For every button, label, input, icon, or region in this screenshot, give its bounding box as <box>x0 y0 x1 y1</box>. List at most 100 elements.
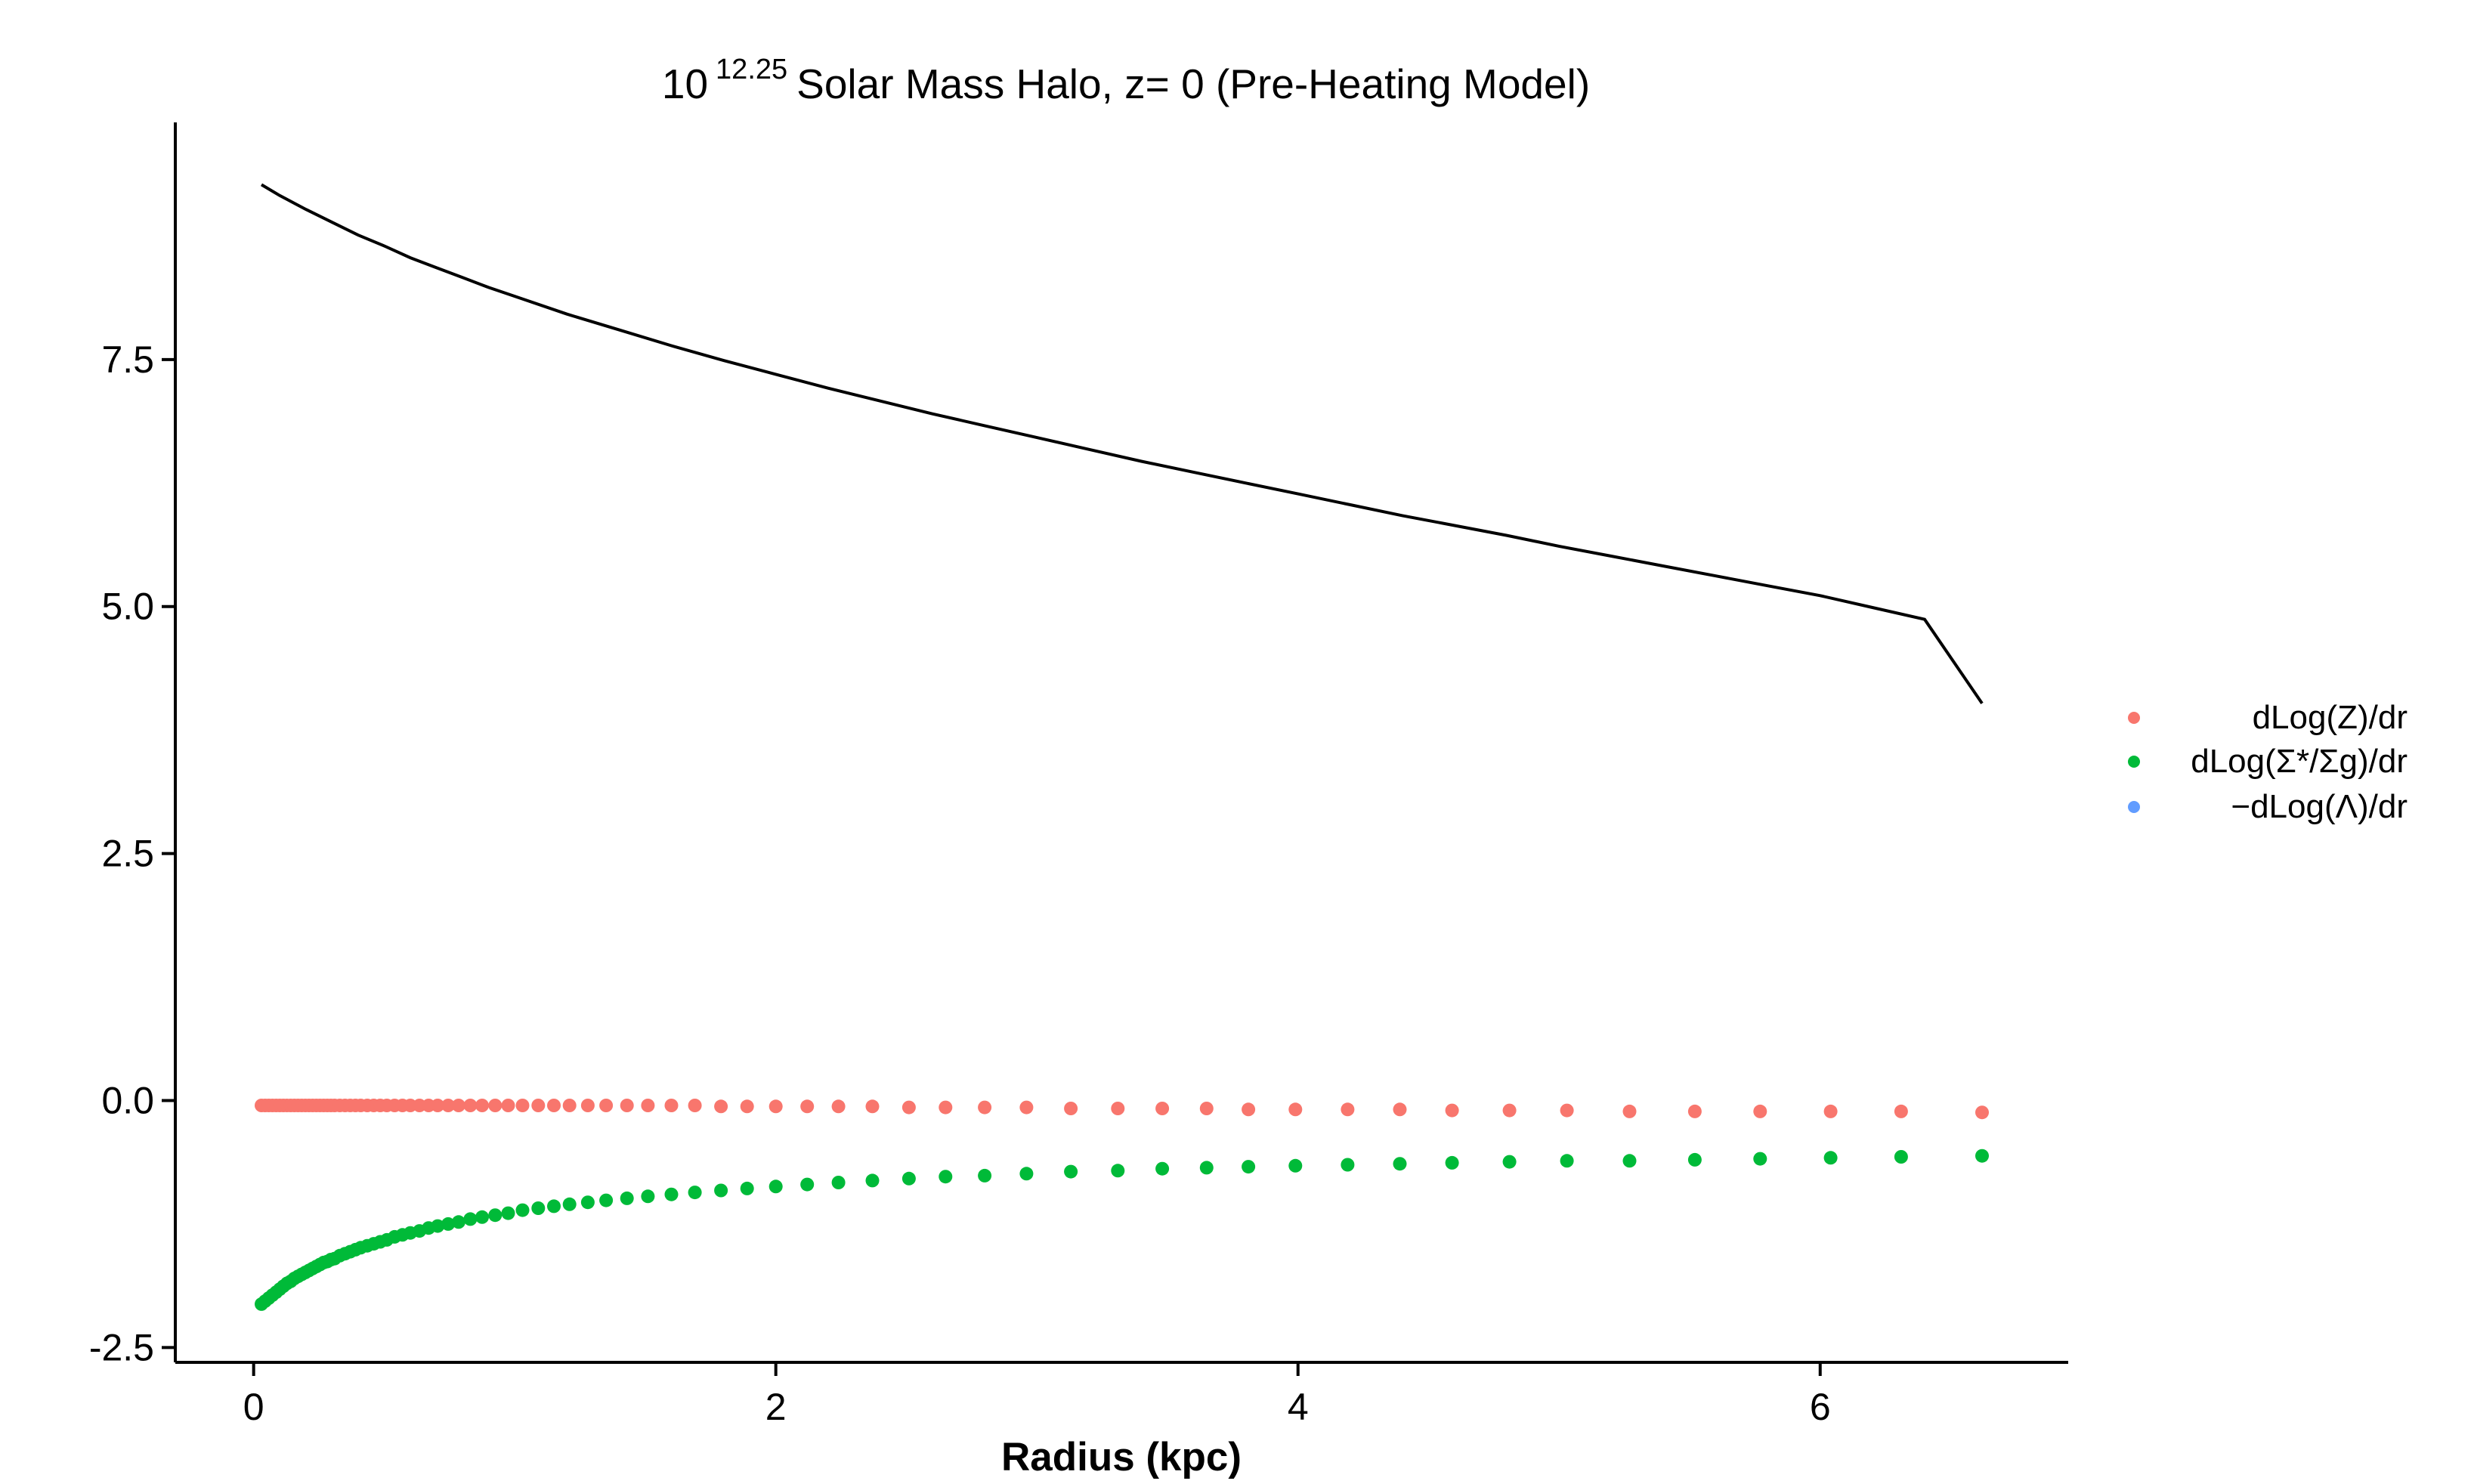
data-point <box>865 1099 880 1114</box>
data-point <box>1341 1158 1355 1172</box>
data-point <box>1199 1161 1214 1175</box>
data-point <box>451 1099 465 1112</box>
legend-label-z: dLog(Z)/dr <box>2253 699 2408 736</box>
data-point <box>714 1183 728 1198</box>
data-point <box>1622 1104 1637 1118</box>
data-point <box>599 1099 614 1112</box>
data-point <box>939 1170 953 1184</box>
x-ticks: 0 2 4 6 <box>243 1362 1831 1428</box>
x-tick-label: 6 <box>1810 1386 1831 1428</box>
data-point <box>620 1191 634 1205</box>
data-point <box>1064 1164 1078 1179</box>
data-point <box>740 1099 754 1114</box>
plot-area <box>255 183 1989 1311</box>
data-point <box>531 1201 546 1215</box>
data-point <box>688 1186 702 1200</box>
data-point <box>865 1173 880 1188</box>
series-points-0 <box>255 1099 1989 1120</box>
data-point <box>1393 1157 1407 1171</box>
data-point <box>488 1099 503 1112</box>
data-point <box>475 1210 489 1224</box>
data-point <box>488 1208 503 1223</box>
data-point <box>800 1177 815 1192</box>
y-tick-label: 2.5 <box>101 833 154 875</box>
data-point <box>501 1206 515 1220</box>
data-point <box>978 1100 992 1115</box>
data-point <box>620 1099 634 1112</box>
y-tick-label: 7.5 <box>101 339 154 381</box>
data-point <box>1894 1104 1908 1118</box>
data-point <box>1288 1102 1303 1117</box>
data-point <box>1155 1161 1170 1176</box>
data-point <box>515 1203 530 1217</box>
data-point <box>664 1099 679 1112</box>
chart-title-suffix: Solar Mass Halo, z= 0 (Pre-Heating Model… <box>796 60 1590 107</box>
series-line <box>260 183 1984 705</box>
y-tick-label: -2.5 <box>89 1326 154 1368</box>
data-point <box>1445 1103 1459 1118</box>
data-point <box>580 1195 595 1210</box>
data-point <box>1064 1102 1078 1115</box>
data-point <box>1155 1102 1170 1115</box>
data-point <box>1019 1100 1034 1115</box>
data-point <box>1823 1104 1838 1118</box>
data-point <box>562 1099 577 1112</box>
data-point <box>714 1099 728 1114</box>
data-point <box>1242 1160 1256 1174</box>
data-point <box>978 1168 992 1183</box>
data-point <box>1393 1102 1407 1117</box>
data-point <box>463 1212 478 1226</box>
data-point <box>1894 1150 1908 1164</box>
series-points-1 <box>255 1149 1989 1311</box>
data-point <box>463 1099 478 1112</box>
y-tick-label: 0.0 <box>101 1079 154 1121</box>
data-point <box>1111 1102 1125 1115</box>
legend-key-sigma-ratio <box>2128 756 2140 768</box>
legend-label-sigma-ratio: dLog(Σ*/Σg)/dr <box>2191 743 2408 780</box>
data-point <box>531 1099 546 1112</box>
legend-key-z <box>2128 712 2140 724</box>
data-point <box>831 1176 846 1189</box>
data-point <box>1445 1155 1459 1170</box>
data-point <box>1560 1103 1574 1118</box>
x-axis-title: Radius (kpc) <box>1001 1435 1242 1479</box>
data-point <box>441 1099 456 1112</box>
data-point <box>562 1197 577 1211</box>
data-point <box>431 1219 445 1233</box>
data-point <box>740 1181 754 1195</box>
data-point <box>768 1179 783 1194</box>
data-point <box>1687 1104 1702 1118</box>
data-point <box>475 1099 489 1112</box>
data-point <box>1502 1103 1517 1118</box>
x-tick-label: 4 <box>1288 1386 1309 1428</box>
data-point <box>431 1099 445 1112</box>
data-point <box>1242 1102 1256 1117</box>
data-point <box>901 1100 916 1115</box>
legend-label-lambda: −dLog(Λ)/dr <box>2231 788 2408 825</box>
y-tick-label: 5.0 <box>101 586 154 628</box>
data-point <box>939 1100 953 1115</box>
data-point <box>580 1099 595 1112</box>
data-point <box>547 1099 561 1112</box>
data-point <box>1823 1151 1838 1165</box>
data-point <box>1753 1152 1767 1166</box>
chart-title-exponent: 12.25 <box>716 54 787 85</box>
data-point <box>1111 1164 1125 1178</box>
data-point <box>441 1217 456 1231</box>
data-point <box>547 1199 561 1213</box>
data-point <box>1622 1154 1637 1168</box>
chart-title-prefix: 10 <box>662 60 708 107</box>
data-point <box>641 1189 655 1204</box>
x-tick-label: 0 <box>243 1386 264 1428</box>
legend-key-lambda <box>2128 801 2140 813</box>
data-point <box>515 1099 530 1112</box>
data-point <box>1560 1154 1574 1168</box>
data-point <box>641 1099 655 1112</box>
data-point <box>1687 1152 1702 1167</box>
data-point <box>451 1215 465 1229</box>
data-point <box>1753 1104 1767 1118</box>
y-ticks: -2.5 0.0 2.5 5.0 7.5 <box>89 339 175 1368</box>
data-point <box>1502 1155 1517 1169</box>
data-point <box>664 1187 679 1201</box>
